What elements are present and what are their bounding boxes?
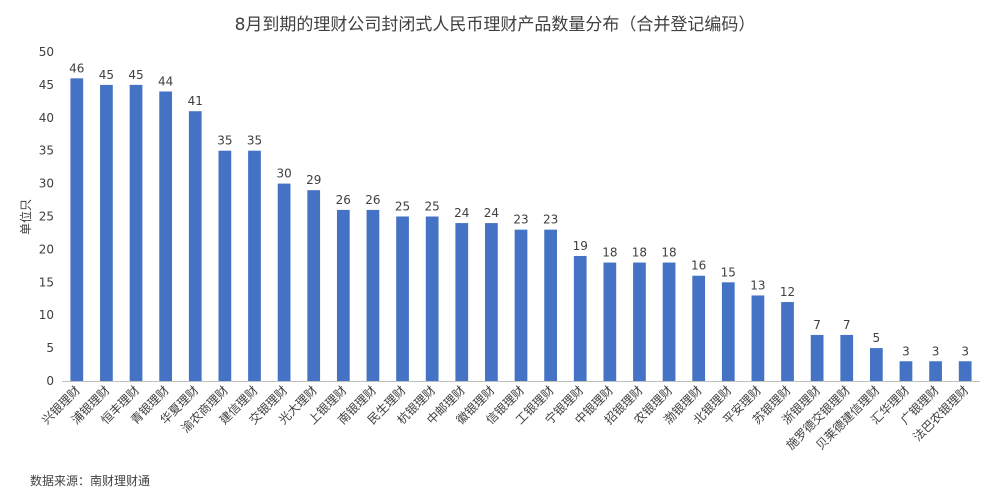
data-label: 18	[661, 246, 676, 260]
data-label: 25	[425, 200, 440, 214]
y-tick-label: 50	[39, 45, 54, 59]
y-tick-label: 40	[39, 111, 54, 125]
bar	[544, 229, 557, 381]
data-label: 30	[276, 167, 291, 181]
bar	[485, 223, 498, 381]
bar	[366, 209, 380, 381]
bar	[929, 361, 942, 381]
bar	[188, 111, 202, 381]
data-label: 24	[484, 206, 499, 220]
data-label: 16	[691, 259, 706, 273]
data-label: 35	[217, 134, 232, 148]
bar	[218, 150, 232, 381]
bar	[425, 216, 439, 381]
y-tick-label: 25	[39, 210, 54, 224]
y-tick-label: 0	[46, 374, 54, 388]
data-label: 41	[188, 94, 203, 108]
data-label: 3	[961, 344, 969, 358]
bar	[958, 361, 972, 381]
data-label: 3	[932, 344, 940, 358]
data-label: 12	[780, 285, 795, 299]
data-label: 26	[365, 193, 380, 207]
bar	[633, 262, 646, 381]
bar	[70, 78, 84, 381]
bar	[721, 282, 735, 381]
bar	[396, 216, 409, 381]
y-axis: 0 5 10 15 20 25 30 35 40 45 50	[39, 45, 54, 388]
data-label: 18	[632, 246, 647, 260]
bar	[100, 84, 113, 382]
bar	[751, 295, 765, 381]
y-tick-label: 5	[46, 341, 54, 355]
data-label: 25	[395, 200, 410, 214]
y-axis-label: 单位只	[18, 199, 33, 235]
bar	[810, 334, 824, 381]
data-label: 24	[454, 206, 469, 220]
bar	[129, 84, 143, 382]
bar	[662, 262, 676, 381]
data-label: 19	[573, 239, 588, 253]
bar	[336, 209, 350, 381]
y-tick-label: 10	[39, 308, 54, 322]
y-tick-label: 45	[39, 78, 54, 92]
bar	[869, 348, 883, 381]
bar	[692, 275, 706, 381]
y-tick-label: 15	[39, 275, 54, 289]
data-label: 15	[721, 265, 736, 279]
bar	[573, 255, 587, 381]
data-label: 3	[902, 344, 910, 358]
data-label: 26	[336, 193, 351, 207]
data-label: 7	[813, 318, 821, 332]
data-label: 23	[543, 213, 558, 227]
data-label: 18	[602, 246, 617, 260]
data-source-note: 数据来源：南财理财通	[30, 474, 151, 488]
bar	[455, 223, 469, 381]
bar	[248, 150, 261, 381]
data-label: 13	[750, 278, 765, 292]
data-label: 35	[247, 134, 262, 148]
data-label: 44	[158, 74, 173, 88]
bar	[781, 302, 794, 381]
data-label: 7	[843, 318, 851, 332]
bar	[514, 229, 528, 381]
bar	[277, 183, 291, 381]
chart-title: 8月到期的理财公司封闭式人民币理财产品数量分布（合并登记编码）	[234, 15, 756, 35]
y-tick-label: 30	[39, 177, 54, 191]
data-label: 29	[306, 173, 321, 187]
bar	[307, 190, 321, 381]
bar	[159, 91, 173, 381]
bar	[840, 334, 854, 381]
y-tick-label: 35	[39, 144, 54, 158]
data-label: 5	[873, 331, 881, 345]
x-axis: 兴银理财浦银理财恒丰理财青银理财华夏理财渝农商理财建信理财交银理财光大理财上银理…	[39, 381, 980, 453]
data-label: 45	[99, 68, 114, 82]
data-label: 23	[513, 213, 528, 227]
bar	[899, 361, 913, 381]
data-label: 45	[128, 68, 143, 82]
data-label: 46	[69, 61, 84, 75]
bar	[603, 262, 617, 381]
y-tick-label: 20	[39, 242, 54, 256]
